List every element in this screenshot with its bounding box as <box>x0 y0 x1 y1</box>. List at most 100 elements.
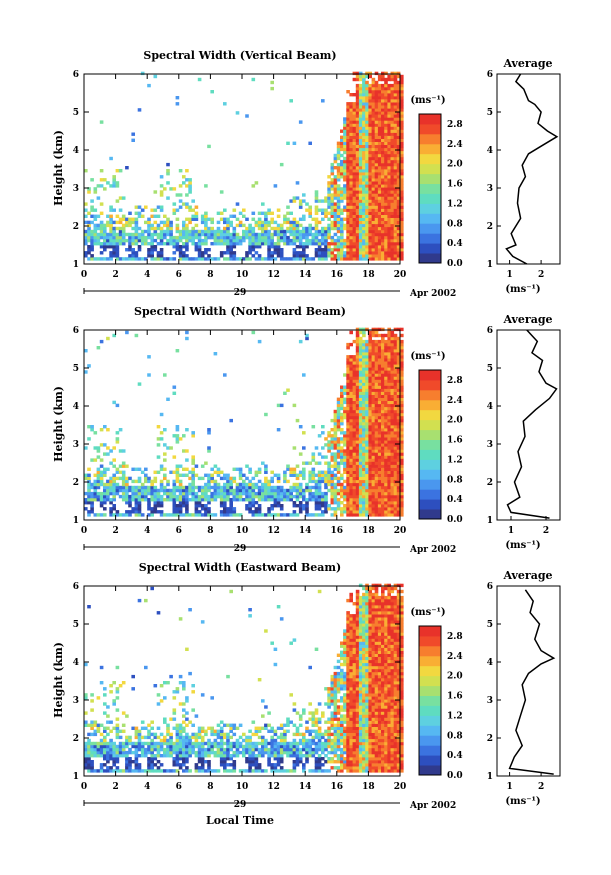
heatmap-cell <box>140 491 145 496</box>
heatmap-cell <box>115 735 120 740</box>
heatmap-cell <box>365 434 369 438</box>
heatmap-cell <box>377 467 382 471</box>
heatmap-cell <box>362 342 366 347</box>
heatmap-cell <box>166 741 170 746</box>
heatmap-cell <box>298 120 303 124</box>
heatmap-cell <box>387 117 391 121</box>
heatmap-cell <box>109 491 113 496</box>
heatmap-cell <box>182 744 186 749</box>
heatmap-cell <box>125 482 129 487</box>
heatmap-cell <box>346 123 350 127</box>
heatmap-cell <box>377 232 382 237</box>
heatmap-cell <box>355 336 360 341</box>
heatmap-cell <box>393 114 398 118</box>
heatmap-cell <box>153 208 158 212</box>
heatmap-cell <box>374 214 379 218</box>
heatmap-cell <box>400 190 404 194</box>
heatmap-cell <box>374 422 379 426</box>
average-y-tick-label: 6 <box>487 70 493 80</box>
heatmap-cell <box>396 388 401 392</box>
heatmap-cell <box>226 488 230 493</box>
heatmap-cell <box>314 205 319 209</box>
heatmap-cell <box>381 327 385 332</box>
heatmap-cell <box>200 220 205 225</box>
heatmap-cell <box>365 361 369 365</box>
heatmap-cell <box>343 175 347 179</box>
heatmap-cell <box>115 690 120 694</box>
heatmap-cell <box>336 257 341 261</box>
colorbar-swatch <box>419 133 441 145</box>
heatmap-cell <box>144 665 148 670</box>
heatmap-cell <box>150 513 154 517</box>
heatmap-cell <box>279 507 284 511</box>
heatmap-cell <box>191 434 195 438</box>
heatmap-cell <box>336 144 341 149</box>
heatmap-cell <box>292 403 297 408</box>
heatmap-cell <box>261 202 265 206</box>
heatmap-cell <box>368 333 372 338</box>
heatmap-cell <box>358 96 363 100</box>
heatmap-cell <box>257 479 262 484</box>
heatmap-cell <box>381 178 385 182</box>
heatmap-cell <box>374 162 379 167</box>
heatmap-cell <box>362 367 366 371</box>
heatmap-cell <box>185 254 189 258</box>
heatmap-cell <box>286 257 290 261</box>
heatmap-cell <box>352 437 357 441</box>
heatmap-cell <box>150 226 154 231</box>
heatmap-cell <box>390 394 395 398</box>
heatmap-cell <box>333 446 338 450</box>
heatmap-cell <box>283 470 287 474</box>
heatmap-cell <box>286 141 290 145</box>
heatmap-cell <box>340 248 344 252</box>
heatmap-cell <box>371 108 376 112</box>
heatmap-cell <box>276 226 281 231</box>
heatmap-cell <box>377 409 382 414</box>
heatmap-cell <box>336 422 341 426</box>
heatmap-cell <box>374 105 379 109</box>
heatmap-cell <box>384 488 388 493</box>
heatmap-cell <box>396 123 401 127</box>
heatmap-cell <box>178 732 183 737</box>
heatmap-cell <box>343 400 347 405</box>
heatmap-cell <box>238 485 243 490</box>
heatmap-cell <box>400 443 404 447</box>
heatmap-cell <box>185 747 189 752</box>
heatmap-cell <box>172 750 177 755</box>
heatmap-cell <box>302 476 306 481</box>
heatmap-cell <box>368 223 372 228</box>
heatmap-cell <box>384 251 388 255</box>
heatmap-cell <box>261 211 265 215</box>
heatmap-cell <box>150 747 154 752</box>
heatmap-cell <box>393 412 398 417</box>
heatmap-cell <box>336 415 341 420</box>
heatmap-cell <box>279 403 284 408</box>
heatmap-cell <box>96 696 101 700</box>
heatmap-cell <box>330 494 335 499</box>
heatmap-cell <box>377 406 382 411</box>
heatmap-cell <box>87 488 91 493</box>
heatmap-cell <box>387 422 391 426</box>
heatmap-cell <box>384 376 388 380</box>
heatmap-cell <box>121 476 126 481</box>
heatmap-cell <box>355 156 360 161</box>
heatmap-cell <box>374 428 379 432</box>
heatmap-cell <box>197 245 202 249</box>
heatmap-cell <box>349 199 353 203</box>
colorbar-swatch <box>419 409 441 421</box>
heatmap-cell <box>362 166 366 170</box>
heatmap-cell <box>229 238 233 243</box>
heatmap-cell <box>248 485 252 490</box>
heatmap-cell <box>314 235 319 240</box>
heatmap-cell <box>302 217 306 221</box>
heatmap-cell <box>121 681 126 685</box>
heatmap-cell <box>131 467 135 471</box>
heatmap-cell <box>368 418 372 423</box>
heatmap-cell <box>396 458 401 462</box>
heatmap-cell <box>384 349 388 353</box>
heatmap-cell <box>390 126 395 130</box>
heatmap-cell <box>349 415 353 420</box>
heatmap-cell <box>381 336 385 341</box>
heatmap-cell <box>355 415 360 420</box>
heatmap-cell <box>87 248 91 252</box>
